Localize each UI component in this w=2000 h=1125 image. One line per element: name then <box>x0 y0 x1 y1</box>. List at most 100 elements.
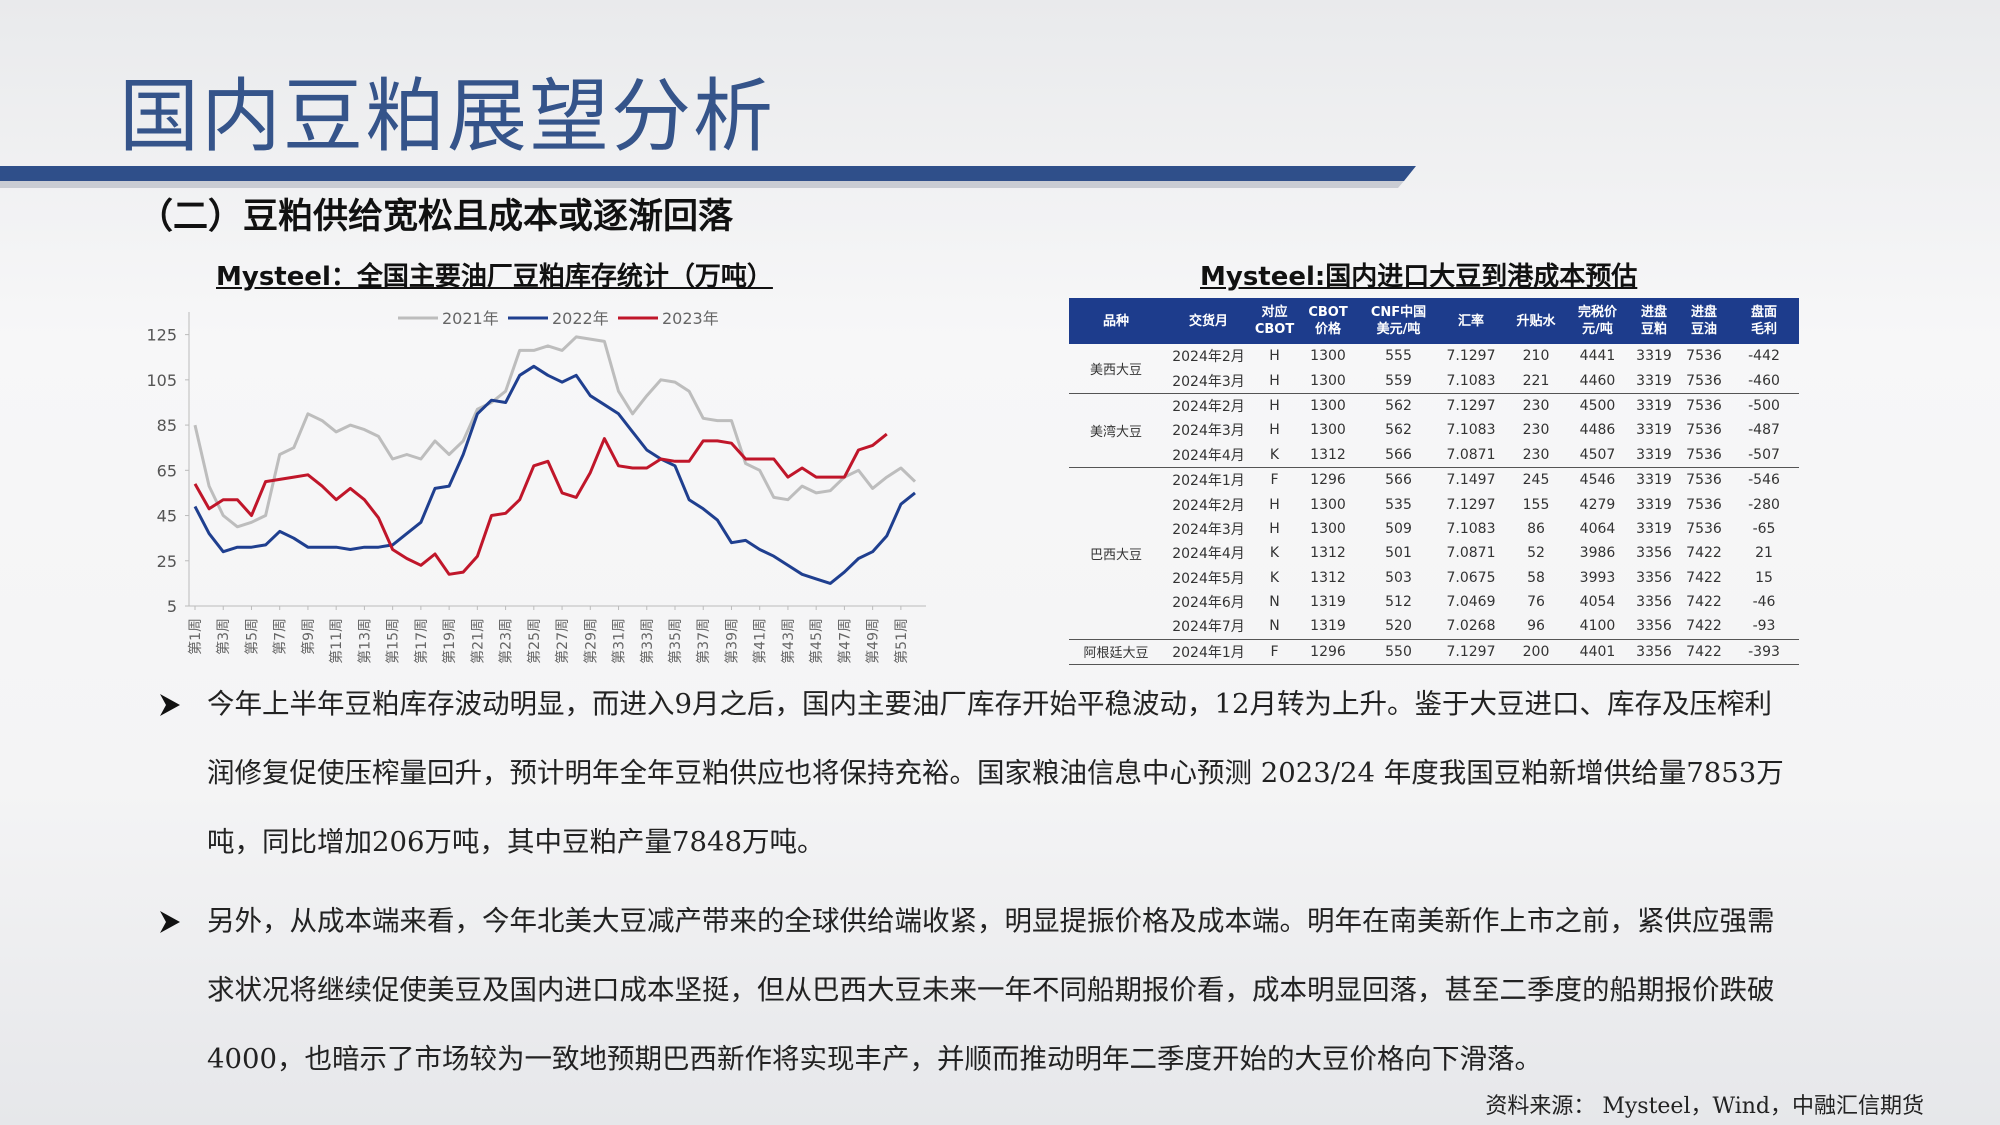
table-cell: 2024年3月 <box>1172 373 1245 390</box>
table-cell: K <box>1269 545 1280 562</box>
table-cell: N <box>1269 594 1280 611</box>
table-cell: 7.1297 <box>1436 638 1506 666</box>
table-cell: 230 <box>1506 392 1566 419</box>
table-cell: 1319 <box>1310 618 1346 635</box>
x-tick-label: 第23周 <box>498 618 515 664</box>
header-text: 交货月 <box>1188 313 1228 329</box>
x-tick-label: 第51周 <box>893 618 910 664</box>
header-text: CBOT <box>1254 322 1295 337</box>
bullet-arrow <box>160 694 180 716</box>
table-cell: H <box>1254 392 1295 419</box>
header-cell: 升贴水 <box>1506 298 1566 344</box>
table-cell: 2024年4月 <box>1172 546 1245 563</box>
table-cell: 4500 <box>1566 392 1629 419</box>
table-cell: 3356 <box>1636 594 1672 611</box>
x-tick-label: 第47周 <box>836 618 853 664</box>
group-cell: 美西大豆 <box>1089 362 1142 378</box>
x-tick-label: 第39周 <box>723 618 740 664</box>
table-cell: -507 <box>1748 446 1780 463</box>
header-cell: 进盘 豆粕 <box>1629 298 1679 344</box>
header-text: 进盘 <box>1690 305 1717 320</box>
x-tick-label: 第19周 <box>441 618 458 664</box>
x-tick-label: 第1周 <box>187 618 204 655</box>
table-cell: -487 <box>1748 422 1780 439</box>
table-cell: 1300 <box>1310 496 1346 513</box>
table-cell: -393 <box>1729 638 1799 666</box>
table-cell: 562 <box>1361 392 1436 419</box>
header-cell: 盘面 毛利 <box>1729 298 1799 344</box>
table-row: 2024年3月 H 1300 509 7.1083 86 4064 3319 7536 -65 <box>1069 517 1799 541</box>
header-text: 对应 <box>1261 305 1288 320</box>
table-row: 2024年7月 N 1319 520 7.0268 96 4100 3356 7422 -93 <box>1069 614 1799 639</box>
y-tick-label: 125 <box>146 326 177 345</box>
table-cell: 2024年2月 <box>1163 392 1254 419</box>
table-cell: 1296 <box>1295 466 1361 493</box>
x-tick-label: 第43周 <box>780 618 797 664</box>
cost-table: 品种 交货月 对应 CBOT CBOT 价格 CNF中国 美元/吨 汇率 升贴水 完税价 元/吨 进盘豆… <box>1069 298 1799 666</box>
table-cell: 7422 <box>1686 594 1722 611</box>
x-tick-label: 第35周 <box>667 618 684 664</box>
table-cell: -442 <box>1748 348 1780 365</box>
table-cell: 7536 <box>1686 422 1722 439</box>
table-cell: 2024年3月 <box>1172 521 1245 538</box>
table-cell: 4441 <box>1579 348 1616 365</box>
header-text: 品种 <box>1102 313 1129 329</box>
x-tick-label: 第11周 <box>328 618 345 664</box>
table-cell: 1300 <box>1295 392 1361 419</box>
table-cell: 7.1297 <box>1446 348 1496 365</box>
table-row: 美西大豆 2024年2月 H 1300 555 7.1297 210 4441 3319 7536… <box>1069 344 1799 378</box>
table-cell: 1300 <box>1310 348 1346 365</box>
group-cell: 阿根廷大豆 <box>1069 638 1163 666</box>
header-text: CBOT <box>1308 305 1348 320</box>
table-cell: 555 <box>1385 348 1412 365</box>
x-tick-label: 第27周 <box>554 618 571 664</box>
header-text: 毛利 <box>1750 322 1777 337</box>
table-cell: 4279 <box>1579 496 1616 513</box>
header-cell: 交货月 <box>1163 298 1254 344</box>
bullet-arrows <box>160 694 180 933</box>
table-row: 2024年5月 K 1312 503 7.0675 58 3993 3356 7422 15 <box>1069 566 1799 590</box>
table-row: 2024年2月 H 1300 535 7.1297 155 4279 3319 7536 -280 <box>1069 492 1799 516</box>
table-cell: 3319 <box>1636 422 1672 439</box>
table-title: Mysteel:国内进口大豆到港成本预估 <box>1200 262 1638 292</box>
x-tick-label: 第13周 <box>356 618 373 664</box>
header-text: 元/吨 <box>1582 322 1613 337</box>
table-row: 巴西大豆 2024年1月 F 1296 566 7.1497 245 4546 3319 7536… <box>1069 466 1799 640</box>
table-cell: 4100 <box>1579 618 1616 635</box>
table-cell: 4054 <box>1579 594 1616 611</box>
table-cell: 7.1497 <box>1436 466 1506 493</box>
table-cell: 210 <box>1522 348 1550 365</box>
table-cell: 550 <box>1361 638 1436 666</box>
table-cell: 4507 <box>1579 446 1616 463</box>
table-cell: 3319 <box>1636 446 1672 463</box>
table-cell: 7.0675 <box>1446 569 1496 586</box>
legend-label: 2023年 <box>662 309 719 328</box>
table-cell: N <box>1269 618 1280 635</box>
table-cell: F <box>1254 466 1295 493</box>
x-tick-label: 第45周 <box>808 618 825 664</box>
header-cell: CBOT 价格 <box>1295 298 1361 344</box>
x-tick-label: 第17周 <box>413 618 430 664</box>
source-note: 资料来源： Mysteel，Wind，中融汇信期货 <box>1485 1094 1924 1119</box>
table-cell: 7422 <box>1686 618 1722 635</box>
series-line <box>193 335 917 529</box>
y-tick-label: 45 <box>157 507 177 526</box>
table-cell: 2024年1月 <box>1163 638 1254 666</box>
table-cell: 509 <box>1385 520 1412 537</box>
table-row: 2024年6月 N 1319 512 7.0469 76 4054 3356 7422 -46 <box>1069 590 1799 614</box>
table-cell: 58 <box>1527 569 1545 586</box>
table-cell: 3986 <box>1579 545 1616 562</box>
table-cell: 7.1297 <box>1446 496 1496 513</box>
table-cell: 3319 <box>1636 496 1672 513</box>
table-cell: H <box>1269 422 1280 439</box>
x-tick-label: 第31周 <box>611 618 628 664</box>
table-cell: 3356 <box>1629 638 1679 666</box>
table-cell: 7536 <box>1686 520 1722 537</box>
table-cell: 1312 <box>1310 569 1346 586</box>
table-cell: H <box>1269 348 1280 365</box>
table-cell: 3319 <box>1636 372 1672 389</box>
table-cell: 1312 <box>1310 545 1346 562</box>
table-cell: -546 <box>1729 466 1799 493</box>
